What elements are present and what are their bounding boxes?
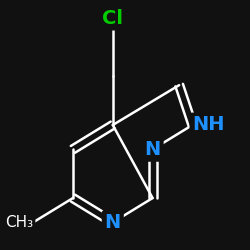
Text: NH: NH xyxy=(192,116,225,134)
Text: Cl: Cl xyxy=(102,8,123,28)
Text: N: N xyxy=(105,213,121,232)
Text: N: N xyxy=(144,140,161,159)
Text: CH₃: CH₃ xyxy=(5,215,33,230)
